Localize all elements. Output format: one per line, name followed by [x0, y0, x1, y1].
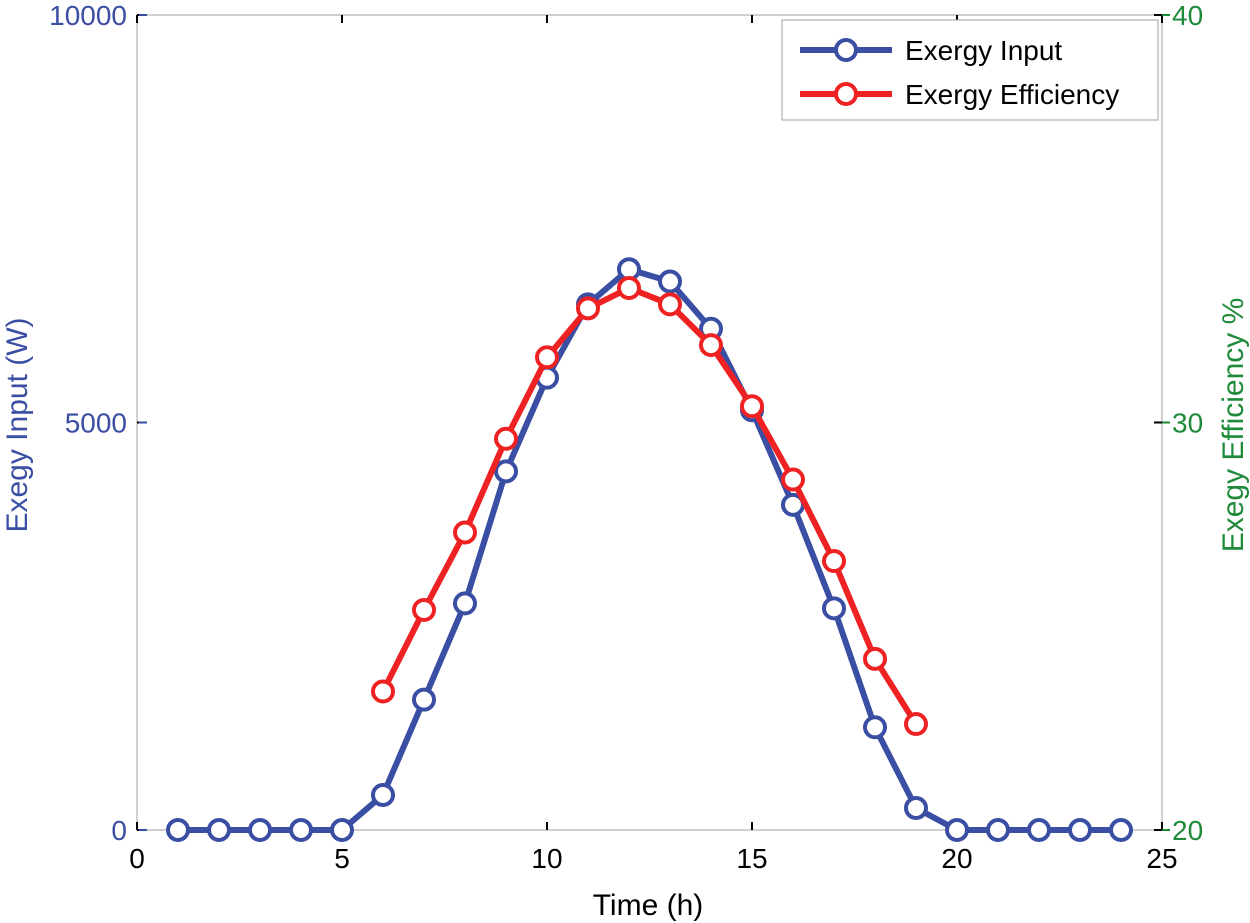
series-line-exergy-efficiency	[380, 285, 919, 728]
point-exergy-input	[1109, 818, 1133, 842]
right-y-axis: 20 30 40	[1154, 0, 1203, 846]
point-exergy-efficiency	[699, 333, 723, 358]
legend-label-exergy-input: Exergy Input	[905, 35, 1062, 66]
right-y-tick-label: 20	[1172, 815, 1203, 846]
point-exergy-input	[371, 782, 395, 807]
x-tick-label: 25	[1146, 843, 1177, 874]
x-tick-label: 5	[334, 843, 350, 874]
point-exergy-input	[822, 596, 846, 621]
point-exergy-input	[412, 687, 436, 712]
point-exergy-input	[904, 795, 928, 820]
point-exergy-efficiency	[412, 597, 436, 622]
point-exergy-input	[330, 818, 354, 842]
point-exergy-efficiency	[494, 426, 518, 451]
legend-label-exergy-efficiency: Exergy Efficiency	[905, 79, 1119, 110]
legend: Exergy Input Exergy Efficiency	[781, 19, 1159, 121]
right-y-tick-label: 40	[1172, 0, 1203, 31]
point-exergy-input	[986, 818, 1010, 842]
point-exergy-input	[1027, 818, 1051, 842]
point-exergy-efficiency	[617, 276, 641, 301]
point-exergy-input	[945, 818, 969, 842]
legend-marker-exergy-input	[834, 38, 858, 62]
legend-marker-exergy-efficiency	[834, 82, 858, 106]
left-y-axis: 0 5000 10000	[49, 0, 147, 846]
x-axis: 0 5 10 15 20 25	[129, 843, 1177, 874]
point-exergy-input	[494, 459, 518, 484]
left-y-tick-label: 5000	[65, 408, 127, 439]
point-exergy-efficiency	[740, 394, 764, 419]
x-tick-label: 0	[129, 843, 145, 874]
point-exergy-efficiency	[863, 646, 887, 671]
point-exergy-input	[863, 715, 887, 740]
x-tick-label: 10	[531, 843, 562, 874]
x-tick-label: 15	[736, 843, 767, 874]
point-exergy-efficiency	[822, 549, 846, 574]
point-exergy-input	[1068, 818, 1092, 842]
point-exergy-efficiency	[781, 467, 805, 492]
point-exergy-efficiency	[658, 292, 682, 317]
left-y-tick-label: 0	[111, 815, 127, 846]
point-exergy-input	[658, 269, 682, 294]
point-exergy-efficiency	[576, 296, 600, 321]
right-y-axis-title: Exegy Efficiency %	[1217, 298, 1250, 553]
left-y-tick-label: 10000	[49, 0, 127, 31]
x-axis-title: Time (h)	[593, 889, 704, 922]
point-exergy-efficiency	[535, 345, 559, 370]
right-y-tick-label: 30	[1172, 408, 1203, 439]
point-exergy-input	[207, 818, 231, 842]
point-exergy-efficiency	[904, 712, 928, 737]
x-tick-label: 20	[941, 843, 972, 874]
point-exergy-input	[453, 591, 477, 616]
point-exergy-efficiency	[453, 520, 477, 545]
point-exergy-input	[248, 818, 272, 842]
series-layer	[166, 257, 1133, 842]
plot-frame	[136, 14, 1163, 831]
point-exergy-efficiency	[371, 679, 395, 704]
point-exergy-input	[289, 818, 313, 842]
left-y-axis-title: Exegy Input (W)	[1, 317, 34, 532]
point-exergy-input	[166, 818, 190, 842]
